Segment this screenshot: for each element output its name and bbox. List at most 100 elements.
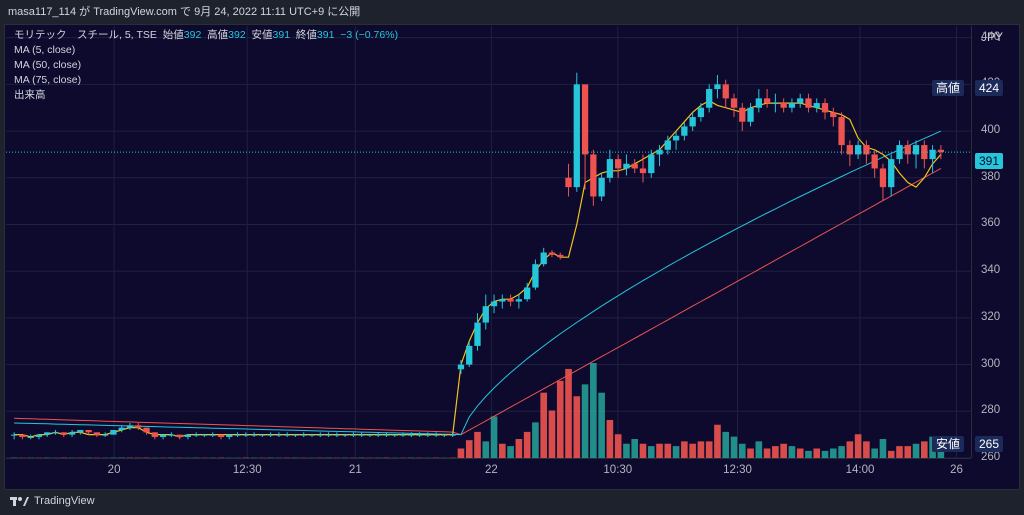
symbol-name[interactable]: モリテック スチール, 5, TSE: [14, 29, 157, 41]
volume-bar: [829, 448, 837, 458]
candle-body: [135, 425, 142, 428]
candlesticks: [10, 72, 945, 440]
candle-body: [896, 145, 903, 160]
ma5-line: [14, 100, 942, 438]
candle-body: [234, 434, 241, 436]
candle-body: [664, 140, 671, 150]
legend-volume[interactable]: 出来高: [14, 89, 46, 101]
candle-body: [432, 434, 440, 436]
volume-bar: [821, 450, 829, 458]
candle-body: [540, 252, 547, 265]
volume-bar: [548, 410, 556, 458]
candle-body: [548, 252, 556, 255]
candle-body: [168, 434, 175, 436]
price-tick-label: 280: [981, 404, 1001, 417]
volume-bar: [863, 441, 870, 458]
candle-body: [300, 434, 307, 436]
candle-body: [118, 427, 125, 430]
legend-ma75[interactable]: MA (75, close): [14, 74, 82, 86]
candle-body: [854, 145, 862, 155]
candle-body: [937, 149, 945, 153]
candle-body: [830, 112, 837, 118]
volume-bar: [681, 441, 688, 458]
volume-bar: [921, 441, 928, 458]
high-label: 高値: [207, 29, 229, 41]
open-label: 始値: [162, 29, 184, 41]
candle-body: [565, 177, 572, 188]
candle-body: [623, 163, 630, 169]
candle-body: [366, 434, 374, 436]
time-tick-label: 21: [348, 464, 362, 476]
candle-body: [747, 107, 754, 122]
candle-body: [813, 103, 820, 108]
volume-bar: [631, 439, 639, 458]
candle-body: [772, 103, 779, 105]
candle-body: [797, 98, 804, 104]
candle-body: [722, 84, 729, 99]
candle-body: [457, 364, 465, 370]
candle-body: [780, 103, 787, 108]
candle-body: [102, 434, 109, 436]
close-value: 391: [316, 29, 335, 41]
candle-body: [143, 427, 150, 433]
candle-body: [333, 434, 340, 436]
volume-bar: [722, 431, 730, 458]
candle-body: [863, 145, 870, 155]
candle-body: [159, 434, 167, 437]
candle-body: [317, 434, 324, 436]
volume-bar: [747, 448, 754, 458]
candle-body: [110, 429, 117, 435]
candle-body: [838, 117, 845, 146]
volume-bar: [805, 450, 812, 458]
candle-body: [879, 168, 887, 188]
candle-body: [904, 145, 911, 155]
time-axis[interactable]: [6, 458, 971, 487]
candle-body: [85, 429, 92, 433]
price-axis[interactable]: [971, 26, 1020, 458]
candle-body: [490, 301, 498, 307]
low-tag-label: 安値: [932, 436, 965, 452]
candle-body: [424, 434, 431, 436]
volume-bar: [623, 443, 630, 458]
currency-label[interactable]: JPY: [981, 30, 1004, 44]
candle-body: [573, 84, 580, 188]
candle-body: [383, 434, 390, 436]
volume-bar: [796, 448, 804, 458]
volume-bar: [639, 443, 647, 458]
candle-body: [929, 149, 936, 160]
candle-body: [358, 434, 365, 436]
moving-averages: [14, 100, 942, 438]
change-value: −3 (−0.76%): [340, 29, 399, 41]
grid-lines: [6, 26, 971, 458]
volume-bar: [763, 448, 771, 458]
candle-body: [52, 432, 59, 434]
brand-name: TradingView: [34, 495, 95, 507]
legend-ma50[interactable]: MA (50, close): [14, 59, 82, 71]
candle-body: [507, 299, 514, 302]
candle-body: [788, 103, 796, 108]
candle-body: [805, 98, 812, 108]
volume-bar: [523, 431, 531, 458]
candle-body: [706, 89, 713, 108]
candle-body: [581, 84, 589, 155]
candle-body: [466, 345, 473, 365]
volume-bar: [705, 441, 713, 458]
candle-body: [408, 434, 415, 436]
candle-body: [846, 145, 853, 155]
candle-body: [267, 434, 274, 436]
candle-body: [441, 434, 448, 436]
volume-bar: [672, 446, 680, 458]
candle-body: [259, 434, 266, 436]
volume-bar: [590, 363, 597, 458]
candle-body: [275, 434, 283, 436]
candle-body: [615, 159, 622, 169]
price-chart[interactable]: [6, 26, 971, 458]
legend-ma5[interactable]: MA (5, close): [14, 44, 76, 56]
time-tick-label: 22: [484, 464, 498, 476]
time-tick-label: 12:30: [723, 464, 752, 476]
volume-bar: [581, 384, 589, 458]
high-tag-label: 高値: [932, 80, 965, 96]
candle-body: [648, 154, 655, 174]
tradingview-logo[interactable]: TradingView: [10, 495, 95, 507]
volume-bar: [904, 446, 912, 458]
